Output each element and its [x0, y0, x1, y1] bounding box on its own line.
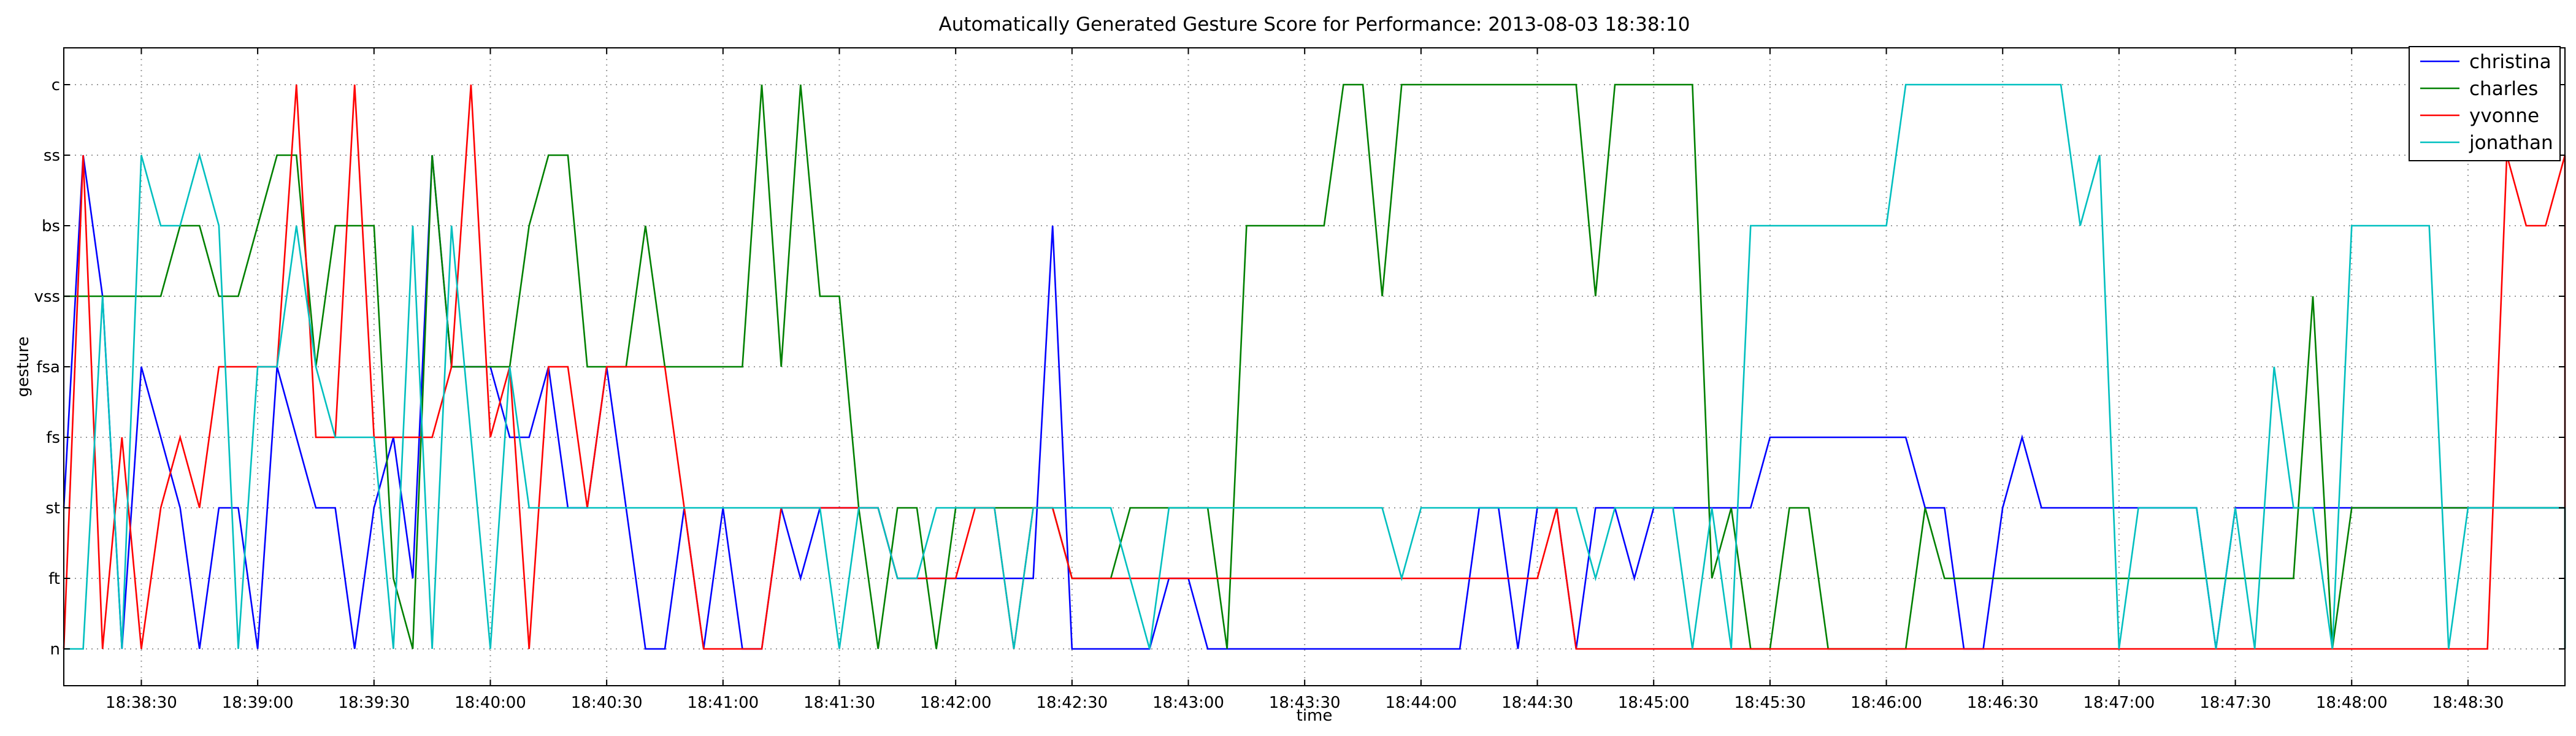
y-axis-label: gesture [14, 337, 33, 397]
x-tick-label: 18:43:00 [1152, 694, 1224, 712]
x-tick-label: 18:42:30 [1036, 694, 1108, 712]
x-tick-label: 18:46:30 [1967, 694, 2039, 712]
x-tick-label: 18:39:00 [222, 694, 294, 712]
x-tick-label: 18:40:30 [571, 694, 643, 712]
legend-label-charles: charles [2469, 78, 2538, 100]
data-series [63, 83, 2566, 650]
x-tick-label: 18:46:00 [1850, 694, 1922, 712]
y-tick-label: ft [48, 570, 60, 588]
y-tick-label: bs [42, 217, 60, 236]
legend-label-jonathan: jonathan [2469, 132, 2553, 154]
x-tick-label: 18:38:30 [105, 694, 177, 712]
legend: christina charles yvonne jonathan [2409, 46, 2561, 161]
legend-label-christina: christina [2469, 51, 2551, 73]
x-tick-label: 18:40:00 [454, 694, 526, 712]
x-tick-label: 18:47:30 [2199, 694, 2271, 712]
y-tick-label: vss [34, 288, 60, 306]
x-tick-label: 18:44:00 [1385, 694, 1457, 712]
x-tick-label: 18:45:00 [1618, 694, 1690, 712]
axis-ticks: 18:38:30 18:39:00 18:39:30 18:40:00 18:40:30… [34, 48, 2565, 712]
x-tick-label: 18:41:30 [803, 694, 875, 712]
y-tick-label: fsa [36, 358, 60, 377]
x-tick-label: 18:39:30 [338, 694, 410, 712]
series-line-charles [64, 83, 2566, 650]
chart-title: Automatically Generated Gesture Score fo… [939, 13, 1690, 36]
y-tick-label: n [50, 640, 60, 659]
y-tick-label: ss [44, 147, 60, 165]
x-tick-label: 18:45:30 [1735, 694, 1806, 712]
x-tick-label: 18:42:00 [920, 694, 992, 712]
y-tick-label: fs [46, 429, 60, 447]
x-axis-label: time [1297, 707, 1333, 725]
x-tick-label: 18:44:30 [1501, 694, 1573, 712]
x-tick-label: 18:48:30 [2432, 694, 2504, 712]
x-tick-label: 18:47:00 [2083, 694, 2155, 712]
x-tick-label: 18:43:30 [1269, 694, 1341, 712]
x-tick-label: 18:41:00 [687, 694, 759, 712]
y-tick-label: st [45, 499, 60, 518]
series-line-jonathan [64, 83, 2566, 650]
x-tick-label: 18:48:00 [2316, 694, 2388, 712]
legend-label-yvonne: yvonne [2469, 105, 2539, 127]
y-tick-label: c [52, 76, 60, 94]
series-line-yvonne [63, 84, 2566, 650]
